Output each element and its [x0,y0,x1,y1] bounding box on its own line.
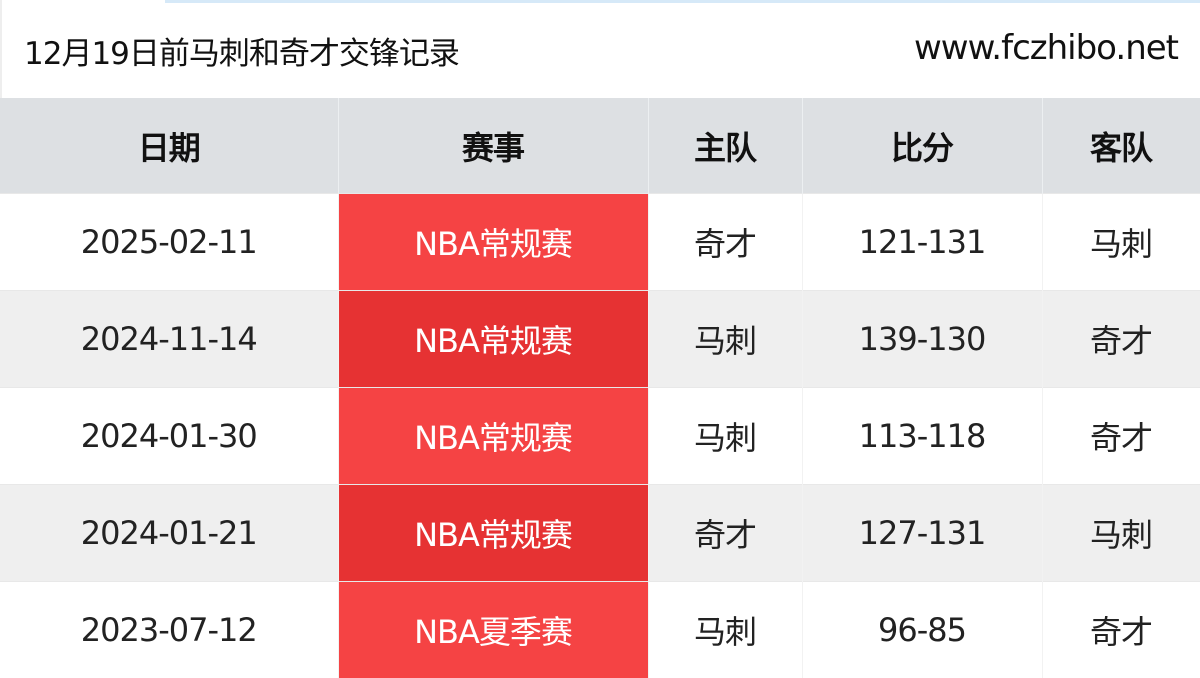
column-header-away: 客队 [1042,98,1200,194]
home-team-cell: 马刺 [648,582,802,678]
date-cell: 2025-02-11 [0,194,338,291]
date-cell: 2023-07-12 [0,582,338,678]
home-team-cell: 马刺 [648,388,802,485]
home-team-cell: 奇才 [648,485,802,582]
competition-cell: NBA常规赛 [338,291,648,388]
score-cell: 121-131 [802,194,1042,291]
away-team-cell: 奇才 [1042,582,1200,678]
column-header-home: 主队 [648,98,802,194]
score-cell: 96-85 [802,582,1042,678]
score-cell: 139-130 [802,291,1042,388]
competition-cell: NBA常规赛 [338,388,648,485]
column-header-competition: 赛事 [338,98,648,194]
competition-cell: NBA夏季赛 [338,582,648,678]
score-cell: 113-118 [802,388,1042,485]
page-title: 12月19日前马刺和奇才交锋记录 [24,28,459,73]
page-header: 12月19日前马刺和奇才交锋记录 www.fczhibo.net [0,0,1200,98]
column-header-date: 日期 [0,98,338,194]
home-team-cell: 奇才 [648,194,802,291]
away-team-cell: 奇才 [1042,291,1200,388]
home-team-cell: 马刺 [648,291,802,388]
date-cell: 2024-01-21 [0,485,338,582]
score-cell: 127-131 [802,485,1042,582]
away-team-cell: 马刺 [1042,194,1200,291]
away-team-cell: 奇才 [1042,388,1200,485]
site-url: www.fczhibo.net [914,28,1178,68]
date-cell: 2024-11-14 [0,291,338,388]
table-header-row: 日期 赛事 主队 比分 客队 [0,98,1200,194]
competition-cell: NBA常规赛 [338,485,648,582]
column-header-score: 比分 [802,98,1042,194]
away-team-cell: 马刺 [1042,485,1200,582]
date-cell: 2024-01-30 [0,388,338,485]
competition-cell: NBA常规赛 [338,194,648,291]
